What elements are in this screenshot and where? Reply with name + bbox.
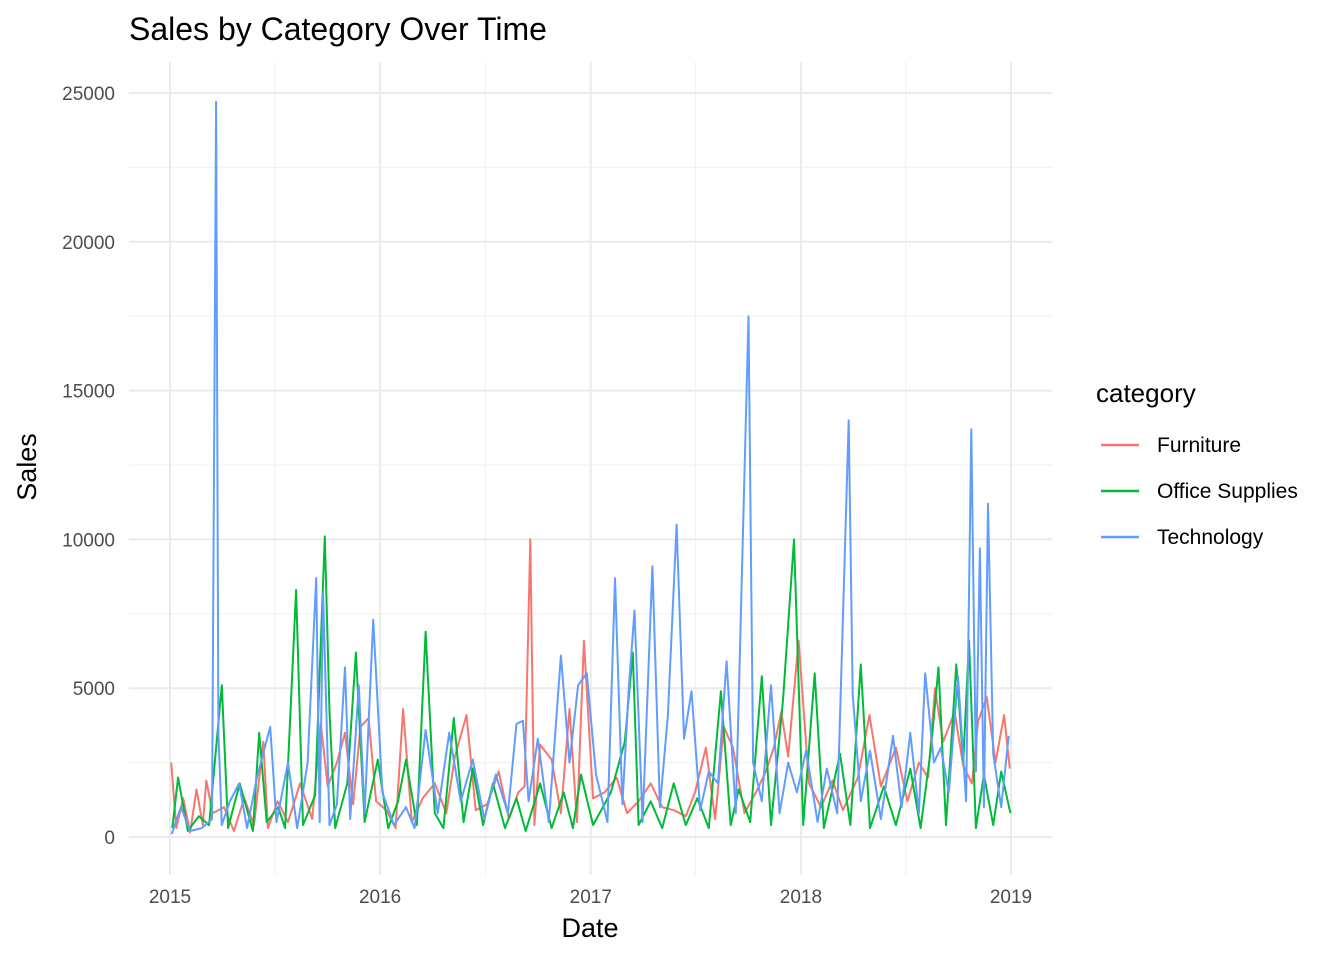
chart-title: Sales by Category Over Time (129, 11, 547, 47)
legend: category Furniture Office Supplies Technol… (1096, 378, 1298, 549)
y-axis-title: Sales (12, 433, 42, 501)
legend-label-furniture: Furniture (1157, 434, 1241, 457)
series-line-furniture (170, 538, 1011, 834)
series-lines (170, 100, 1012, 835)
y-tick-label: 10000 (62, 530, 115, 551)
x-tick-label: 2017 (570, 887, 612, 908)
legend-label-office-supplies: Office Supplies (1157, 480, 1298, 503)
x-tick-label: 2016 (359, 887, 401, 908)
legend-label-technology: Technology (1157, 526, 1264, 549)
x-tick-label: 2019 (990, 887, 1032, 908)
y-tick-label: 15000 (62, 382, 115, 403)
major-gridlines (129, 62, 1052, 875)
x-axis-title: Date (561, 913, 618, 943)
y-tick-label: 20000 (62, 233, 115, 254)
x-tick-label: 2015 (149, 887, 191, 908)
y-tick-label: 25000 (62, 84, 115, 105)
y-axis-ticks: 0 5000 10000 15000 20000 25000 (62, 84, 115, 849)
y-tick-label: 0 (104, 828, 115, 849)
legend-title: category (1096, 378, 1196, 408)
x-axis-ticks: 2015 2016 2017 2018 2019 (149, 887, 1032, 908)
y-tick-label: 5000 (73, 679, 115, 700)
series-line-technology (170, 100, 1010, 835)
x-tick-label: 2018 (780, 887, 822, 908)
series-line-office-supplies (171, 535, 1012, 832)
